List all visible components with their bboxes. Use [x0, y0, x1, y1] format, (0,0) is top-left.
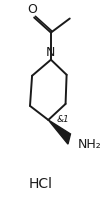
Text: NH₂: NH₂: [78, 137, 102, 151]
Text: HCl: HCl: [28, 177, 52, 191]
Text: &1: &1: [57, 115, 69, 124]
Text: O: O: [27, 2, 37, 16]
Text: N: N: [46, 46, 56, 59]
Polygon shape: [48, 120, 71, 144]
